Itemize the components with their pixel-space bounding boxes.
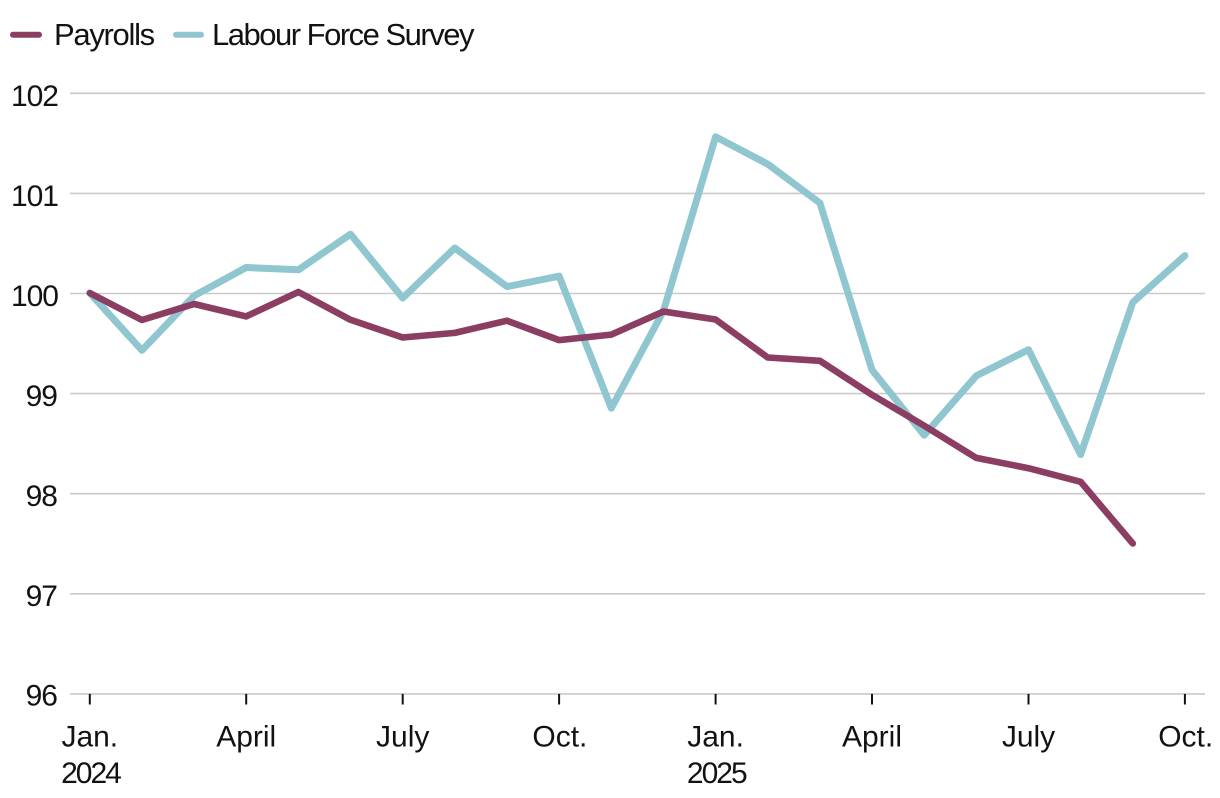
svg-text:Jan.: Jan. — [687, 721, 744, 754]
svg-text:102: 102 — [11, 80, 58, 113]
svg-text:96: 96 — [26, 680, 58, 713]
svg-text:99: 99 — [26, 380, 58, 413]
svg-text:Jan.: Jan. — [61, 721, 118, 754]
svg-text:98: 98 — [26, 480, 58, 513]
svg-text:101: 101 — [11, 180, 58, 213]
svg-text:97: 97 — [26, 580, 58, 613]
svg-text:Payrolls: Payrolls — [54, 17, 155, 52]
svg-text:April: April — [216, 721, 276, 754]
svg-text:Labour Force Survey: Labour Force Survey — [212, 17, 475, 52]
svg-text:Oct.: Oct. — [1158, 721, 1213, 754]
svg-text:April: April — [842, 721, 902, 754]
svg-text:2024: 2024 — [61, 757, 121, 790]
svg-text:July: July — [376, 721, 429, 754]
svg-text:July: July — [1002, 721, 1055, 754]
svg-text:Oct.: Oct. — [532, 721, 587, 754]
svg-text:2025: 2025 — [687, 757, 747, 790]
svg-text:100: 100 — [11, 280, 58, 313]
